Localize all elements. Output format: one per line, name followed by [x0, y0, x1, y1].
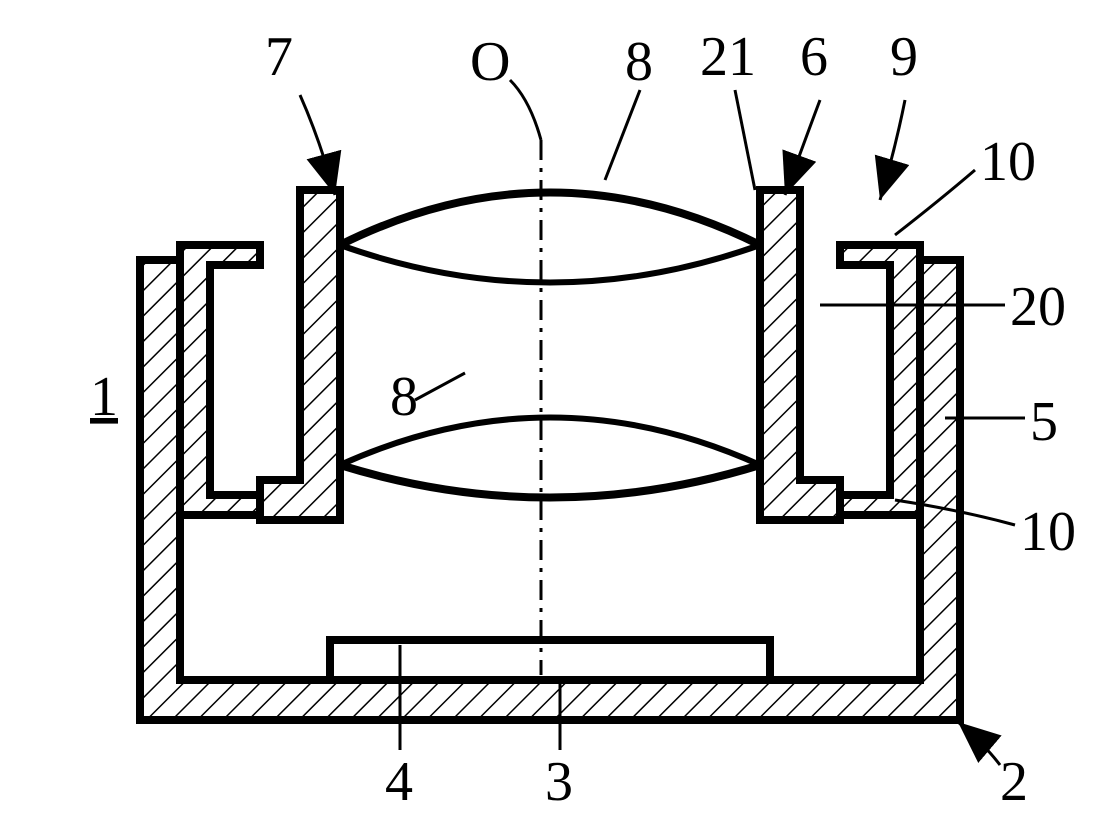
label-gap-lower: 10	[1020, 501, 1076, 563]
label-housing: 2	[1000, 751, 1028, 813]
label-side-wall: 5	[1030, 391, 1058, 453]
label-base-right: 3	[545, 751, 573, 813]
label-lens-group: 7	[265, 26, 293, 88]
label-assembly: 1	[90, 366, 118, 428]
label-collar: 21	[700, 26, 756, 88]
label-inner-sleeve: 6	[800, 26, 828, 88]
label-lens-bottom: 8	[390, 366, 418, 428]
label-base-left: 4	[385, 751, 413, 813]
outer-sleeve-left	[180, 245, 260, 515]
label-optical-axis: O	[470, 31, 510, 93]
label-inner-wall: 20	[1010, 276, 1066, 338]
lens-group	[340, 193, 760, 498]
label-gap-upper: 10	[980, 131, 1036, 193]
label-outer-sleeve: 9	[890, 26, 918, 88]
diagram-canvas: 1 7 O 8 21 6 9 10 20 5 10 8 4 3 2	[0, 0, 1102, 814]
inner-sleeve-left	[260, 190, 340, 520]
outer-sleeve-right	[840, 245, 920, 515]
label-lens-top: 8	[625, 31, 653, 93]
base-plate	[330, 640, 770, 680]
inner-sleeve-right	[760, 190, 840, 520]
